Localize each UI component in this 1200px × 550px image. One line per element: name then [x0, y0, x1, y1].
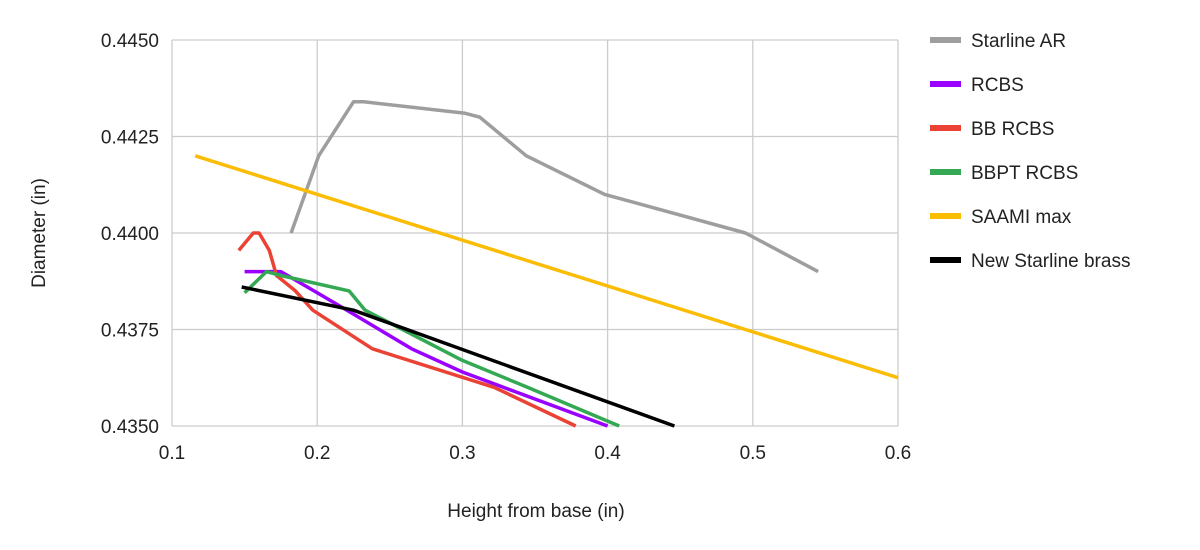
x-tick-label: 0.1: [159, 443, 185, 464]
series-line-saami-max: [194, 154, 899, 380]
x-tick-label: 0.3: [449, 443, 475, 464]
y-tick-label: 0.4375: [101, 321, 159, 342]
legend: Starline AR RCBS BB RCBS BBPT RCBS SAAMI max…: [930, 31, 1130, 272]
y-tick-label: 0.4350: [101, 417, 159, 438]
legend-label-bb-rcbs: BB RCBS: [971, 119, 1054, 140]
series-line-starline-ar: [289, 100, 819, 274]
legend-label-bbpt-rcbs: BBPT RCBS: [971, 163, 1078, 184]
x-axis-title: Height from base (in): [447, 501, 624, 522]
x-tick-label: 0.5: [740, 443, 766, 464]
grid: [171, 39, 899, 427]
y-tick-label: 0.4425: [101, 128, 159, 149]
series-line-rcbs: [244, 269, 609, 428]
series-line-bbpt-rcbs: [243, 269, 620, 428]
plot-area: [194, 100, 899, 428]
y-tick-label: 0.4400: [101, 224, 159, 245]
x-tick-label: 0.6: [885, 443, 911, 464]
y-tick-label: 0.4450: [101, 31, 159, 52]
legend-label-starline-ar: Starline AR: [971, 31, 1066, 52]
legend-label-rcbs: RCBS: [971, 75, 1024, 96]
y-axis-title: Diameter (in): [29, 178, 50, 288]
legend-label-saami-max: SAAMI max: [971, 207, 1072, 228]
x-tick-label: 0.2: [304, 443, 330, 464]
series-line-new-starline-brass: [241, 285, 675, 428]
series-line-bb-rcbs: [237, 231, 577, 428]
legend-label-new-starline-brass: New Starline brass: [971, 251, 1130, 272]
axis-ticks: 0.1 0.2 0.3 0.4 0.5 0.6 0.4350 0.4375 0.4400 0.44…: [101, 31, 911, 464]
x-tick-label: 0.4: [594, 443, 621, 464]
